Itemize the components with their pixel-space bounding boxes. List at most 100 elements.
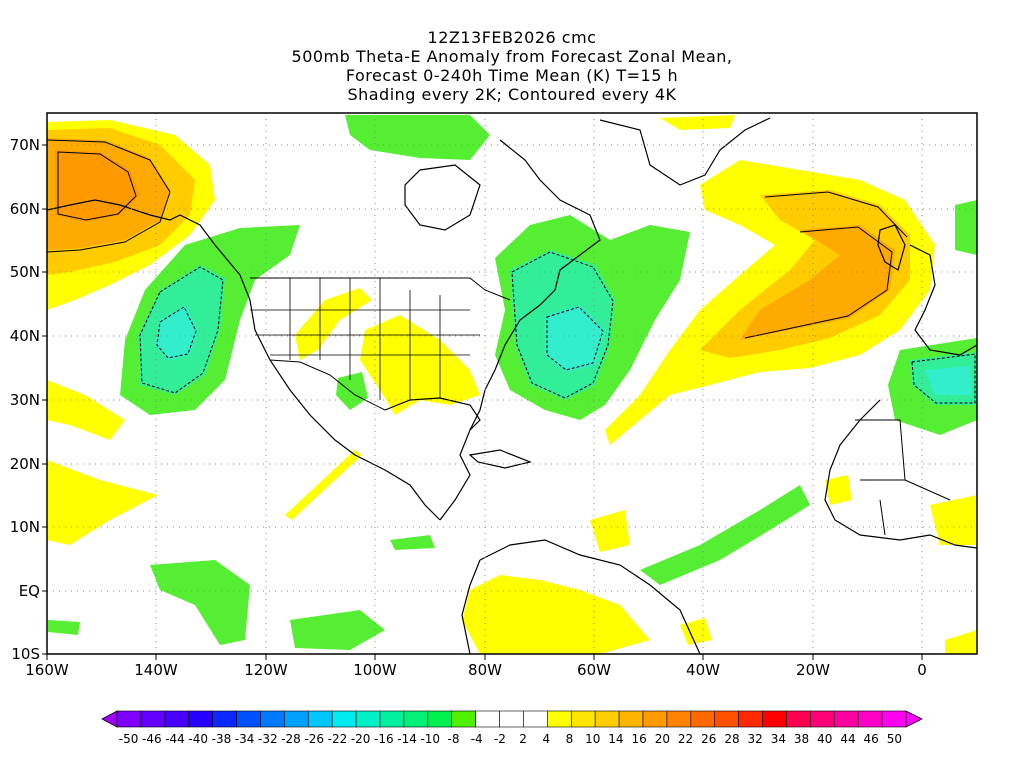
colorbar-box — [188, 710, 213, 728]
colorbar-label: -10 — [420, 732, 441, 746]
xtick-140w: 140W — [134, 661, 178, 679]
border-africa — [855, 419, 951, 536]
colorbar-label: -28 — [281, 732, 301, 746]
colorbar-left-arrow — [101, 710, 118, 728]
colorbar-label: -16 — [374, 732, 394, 746]
shade-pacific-yellow-w — [47, 380, 125, 440]
colorbar-label: -2 — [493, 732, 506, 746]
colorbar-box — [833, 710, 859, 728]
contour-atlantic-warm-2 — [764, 191, 908, 238]
title-line-1: 12Z13FEB2026 cmc — [427, 28, 597, 47]
graticule — [47, 113, 977, 654]
axis-ticks — [42, 144, 923, 660]
shade-greenland-yellow — [660, 115, 735, 130]
contour-atlantic-cold — [511, 251, 614, 399]
shade-eatl-teal2 — [925, 366, 972, 395]
shade-samerica-yellow — [462, 575, 650, 654]
colorbar-box — [403, 710, 429, 728]
shade-arctic-green — [345, 115, 490, 160]
contour-layer — [47, 139, 976, 404]
title-line-3: Forecast 0-240h Time Mean (K) T=15 h — [345, 66, 679, 85]
shade-tatl-green — [640, 485, 810, 585]
colorbar-label: -44 — [165, 732, 185, 746]
coast-alaska — [47, 199, 181, 221]
colorbar-label: 8 — [565, 732, 574, 746]
colorbar-label: -20 — [350, 732, 371, 746]
ytick-10n: 10N — [9, 518, 40, 536]
colorbar-box — [427, 710, 453, 728]
colorbar-box — [164, 710, 190, 728]
colorbar-box — [714, 710, 739, 728]
colorbar-box — [810, 710, 835, 728]
shade-us-yellow-south — [360, 315, 480, 415]
plot-frame — [46, 112, 978, 655]
colorbar-label: 14 — [608, 732, 624, 746]
colorbar-box — [116, 710, 142, 728]
shade-tropical-green-3 — [390, 535, 435, 550]
ytick-40n: 40N — [9, 327, 40, 345]
coast-europe — [909, 244, 977, 356]
coastline-layer — [47, 117, 977, 654]
contour-alaska-inner — [57, 151, 137, 221]
colorbar-label: -34 — [234, 732, 255, 746]
colorbar-box — [594, 710, 620, 728]
contour-pacific-cold-inner — [156, 306, 197, 359]
border-us-canada — [250, 277, 511, 301]
colorbar-label: 16 — [631, 732, 647, 746]
colorbar-box — [307, 710, 333, 728]
colorbar-box — [738, 710, 763, 728]
xtick-120w: 120W — [244, 661, 288, 679]
shade-satl-yellow — [680, 618, 712, 645]
colorbar-box — [331, 710, 357, 728]
shading-layer — [47, 115, 977, 654]
contour-alaska — [47, 139, 171, 253]
colorbar-label: -8 — [447, 732, 460, 746]
xtick-0: 0 — [917, 661, 927, 679]
colorbar-box — [499, 710, 524, 728]
xtick-160w: 160W — [25, 661, 69, 679]
xtick-80w: 80W — [468, 661, 502, 679]
colorbar-label: 20 — [654, 732, 670, 746]
coast-britain — [877, 224, 906, 271]
coast-north-america-east — [439, 139, 601, 521]
shade-yellow-se — [945, 630, 977, 654]
coast-south-america — [479, 539, 701, 654]
ytick-30n: 30N — [9, 391, 40, 409]
colorbar-label: -32 — [258, 732, 278, 746]
colorbar-label: -50 — [118, 732, 139, 746]
shade-gulfguinea-yellow — [930, 495, 977, 545]
colorbar-label: 4 — [542, 732, 551, 746]
colorbar-label: -4 — [470, 732, 483, 746]
colorbar-box — [618, 710, 644, 728]
colorbar-label: 34 — [770, 732, 786, 746]
ytick-20n: 20N — [9, 455, 40, 473]
contour-pacific-cold — [139, 266, 224, 394]
colorbar-label: 50 — [886, 732, 903, 746]
shade-atlantic-teal2 — [545, 305, 605, 372]
colorbar-box — [666, 710, 692, 728]
colorbar — [101, 710, 923, 728]
shade-africa-yellow — [825, 475, 852, 505]
colorbar-label: 10 — [585, 732, 601, 746]
colorbar-label: 32 — [747, 732, 763, 746]
colorbar-box — [284, 710, 309, 728]
colorbar-box — [236, 710, 261, 728]
ytick-eq: EQ — [18, 582, 40, 600]
colorbar-box — [355, 710, 381, 728]
colorbar-label: 28 — [724, 732, 740, 746]
coast-hudson-bay — [404, 164, 481, 231]
colorbar-box — [260, 710, 285, 728]
colorbar-label: 40 — [817, 732, 833, 746]
coast-south-america-west — [461, 559, 481, 654]
colorbar-label: -40 — [188, 732, 209, 746]
colorbar-box — [881, 710, 907, 728]
shade-caribbean-yellow — [590, 510, 630, 552]
shade-pacific-yellow-sw — [47, 460, 158, 545]
colorbar-box — [762, 710, 787, 728]
coast-north-america-west — [179, 214, 441, 521]
coast-gulf-mexico — [384, 397, 481, 431]
colorbar-label: -14 — [397, 732, 417, 746]
ytick-10s: 10S — [11, 645, 40, 663]
colorbar-label: -38 — [211, 732, 232, 746]
colorbar-box — [642, 710, 668, 728]
